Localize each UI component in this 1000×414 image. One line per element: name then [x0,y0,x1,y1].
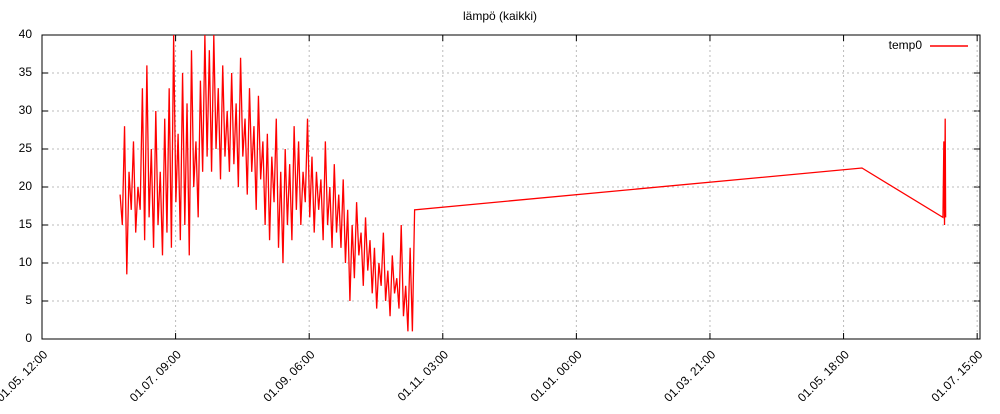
y-tick-label: 30 [19,103,33,117]
x-tick-label: 01.05. 18:00 [795,347,852,404]
data-line [119,35,947,332]
y-tick-label: 10 [19,255,33,269]
chart-title: lämpö (kaikki) [463,9,537,23]
y-tick-label: 0 [25,331,32,345]
x-tick-label: 01.05. 12:00 [0,347,51,404]
x-tick-label: 01.07. 15:00 [928,347,985,404]
y-tick-label: 5 [25,293,32,307]
x-tick-label: 01.11. 03:00 [395,347,452,404]
x-tick-label: 01.03. 21:00 [661,347,718,404]
x-tick-label: 01.07. 09:00 [127,347,184,404]
plot-border [41,34,981,340]
x-tick-label: 01.09. 06:00 [260,347,317,404]
legend-label: temp0 [889,38,923,52]
y-tick-label: 35 [19,65,33,79]
y-tick-label: 40 [19,27,33,41]
y-tick-label: 15 [19,217,33,231]
y-tick-label: 25 [19,141,33,155]
x-tick-label: 01.01. 00:00 [528,347,585,404]
y-tick-label: 20 [19,179,33,193]
